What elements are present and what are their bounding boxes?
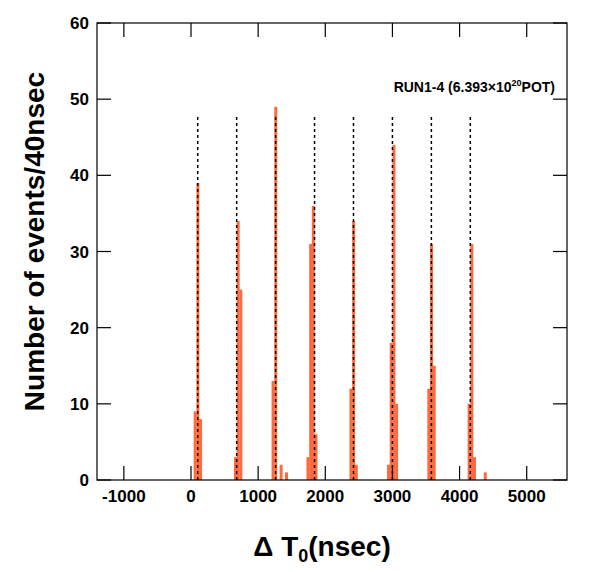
histogram-bar <box>355 465 358 480</box>
histogram-bar <box>395 404 398 480</box>
x-tick-label: 3000 <box>374 487 412 506</box>
annotation: RUN1-4 (6.393×1020POT) <box>394 78 555 95</box>
y-tick-right <box>553 175 567 176</box>
x-tick-top <box>526 23 527 37</box>
y-tick-right <box>553 479 567 480</box>
bunch-center-line <box>275 114 277 480</box>
y-tick-label: 10 <box>70 395 89 414</box>
y-axis-label: Number of events/40nsec <box>19 72 50 411</box>
annotation-sup: 20 <box>512 78 522 88</box>
histogram-bar <box>199 419 202 480</box>
x-tick-label: 2000 <box>306 487 344 506</box>
x-tick-top <box>325 23 326 37</box>
y-tick-right <box>553 99 567 100</box>
bunch-center-line <box>353 114 355 480</box>
annotation-main: RUN1-4 (6.393×10 <box>394 79 512 95</box>
x-tick-top <box>392 23 393 37</box>
plot-area <box>194 107 487 480</box>
histogram-bar <box>309 244 312 480</box>
y-tick-label: 50 <box>70 90 89 109</box>
x-tick-top <box>123 23 124 37</box>
bunch-center-line <box>431 114 433 480</box>
x-tick-label: 0 <box>186 487 195 506</box>
x-axis-label-main: Δ T <box>253 531 298 562</box>
background <box>0 0 596 572</box>
bunch-center-line <box>470 114 472 480</box>
histogram-bar <box>433 366 436 480</box>
histogram-bar <box>280 465 283 480</box>
y-tick-right <box>553 327 567 328</box>
bunch-center-line <box>314 114 316 480</box>
chart-container: -1000 0 1000 2000 3000 4000 5000 0 10 20 30 40 50 60 N… <box>0 0 596 572</box>
x-axis-label-sub: 0 <box>298 546 308 566</box>
x-tick <box>392 466 393 480</box>
x-tick-label: 1000 <box>239 487 277 506</box>
y-tick <box>97 251 111 252</box>
x-tick <box>123 466 124 480</box>
y-tick-label: 20 <box>70 319 89 338</box>
chart-svg: -1000 0 1000 2000 3000 4000 5000 0 10 20 30 40 50 60 N… <box>0 0 596 572</box>
histogram-bar <box>274 107 277 480</box>
annotation-end: POT) <box>522 79 555 95</box>
histogram-bar <box>349 389 352 480</box>
histogram-bar <box>312 206 315 480</box>
histogram-bar <box>272 381 275 480</box>
y-tick-label: 30 <box>70 243 89 262</box>
histogram-bar <box>306 457 309 480</box>
x-tick-top <box>459 23 460 37</box>
x-tick <box>325 466 326 480</box>
x-tick-top <box>258 23 259 37</box>
y-tick-right <box>553 22 567 23</box>
plot-frame <box>97 23 567 480</box>
histogram-bar <box>427 389 430 480</box>
bunch-center-line <box>392 114 394 480</box>
x-tick-label: -1000 <box>102 487 145 506</box>
histogram-bar <box>285 472 288 480</box>
y-tick <box>97 403 111 404</box>
histogram-bar <box>194 411 197 480</box>
x-tick-label: 5000 <box>508 487 546 506</box>
x-axis-label: Δ T0(nsec) <box>253 531 391 566</box>
y-tick <box>97 327 111 328</box>
y-tick <box>97 99 111 100</box>
y-tick <box>97 479 111 480</box>
bunch-center-line <box>197 114 199 480</box>
histogram-bar <box>484 472 487 480</box>
x-axis-label-unit: (nsec) <box>308 531 390 562</box>
y-tick <box>97 22 111 23</box>
x-tick <box>459 466 460 480</box>
histogram-bar <box>473 457 476 480</box>
x-tick-top <box>190 23 191 37</box>
x-tick <box>190 466 191 480</box>
histogram-bar <box>239 290 242 480</box>
y-tick-label: 40 <box>70 166 89 185</box>
y-tick-label: 60 <box>70 14 89 33</box>
x-tick <box>258 466 259 480</box>
histogram-bar <box>387 465 390 480</box>
y-tick-right <box>553 251 567 252</box>
x-tick <box>526 466 527 480</box>
x-tick-label: 4000 <box>441 487 479 506</box>
y-tick-label: 0 <box>80 471 89 490</box>
y-tick <box>97 175 111 176</box>
bunch-center-line <box>236 114 238 480</box>
y-tick-right <box>553 403 567 404</box>
